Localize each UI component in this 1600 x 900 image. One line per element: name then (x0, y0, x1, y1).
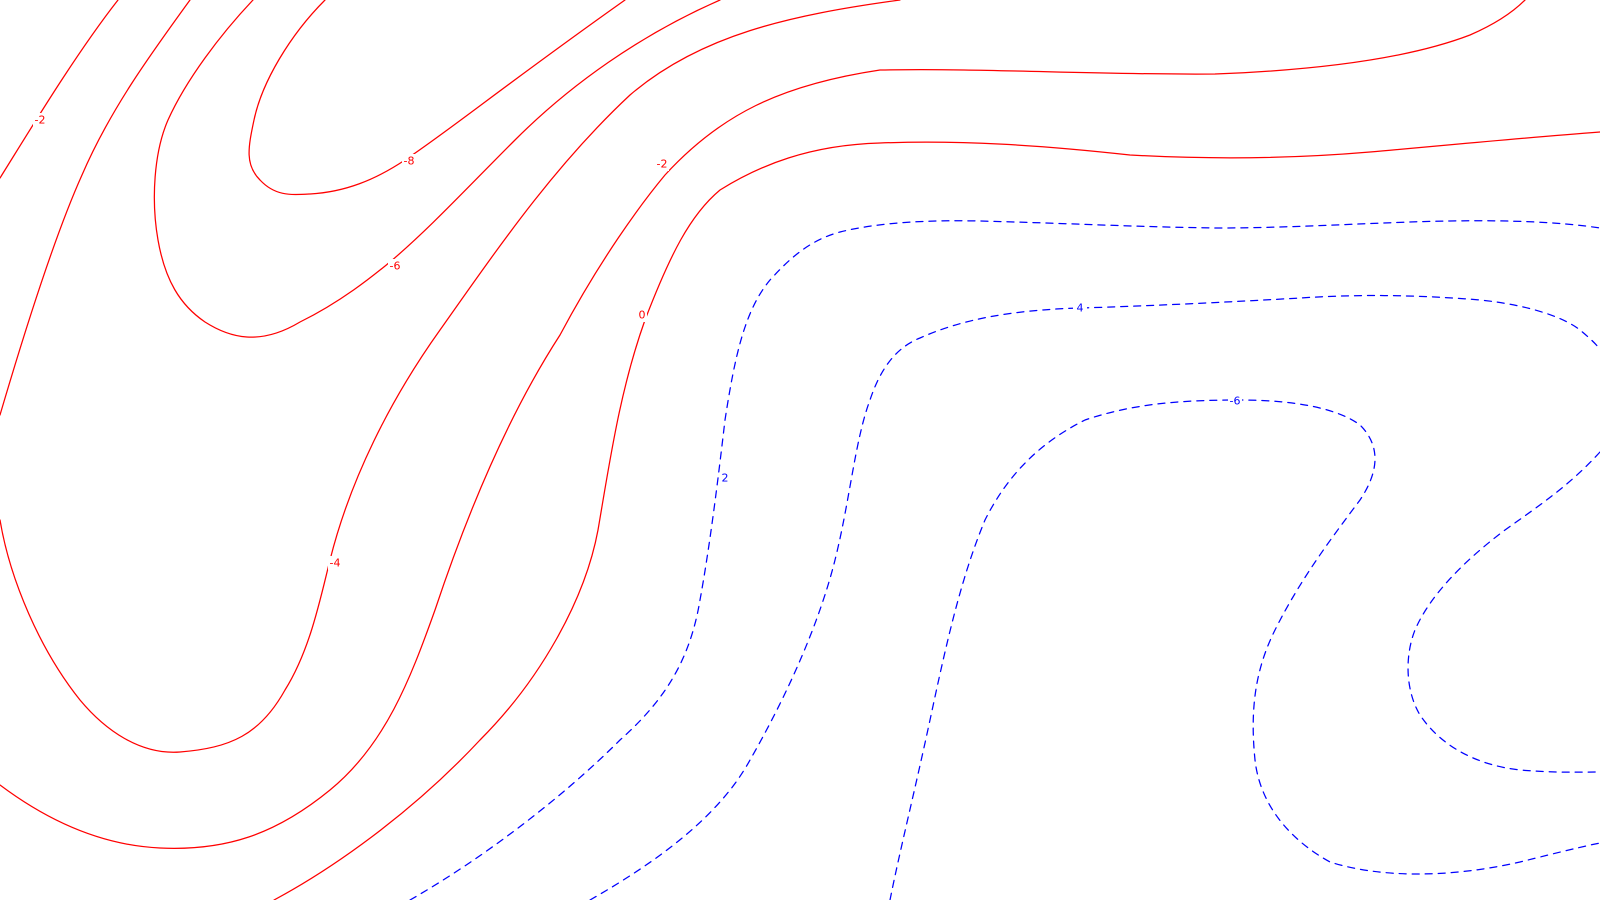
contour-line-neg-left (0, 0, 119, 179)
contour-labels: -2 -8 -2 -6 0 -4 4 -6 2 (33, 113, 1242, 570)
contour-line-minus2 (0, 0, 1526, 849)
contour-label: -6 (1230, 395, 1241, 408)
contour-label: -2 (35, 114, 46, 127)
contour-label: 2 (722, 472, 729, 485)
contour-line-neg-big-left (0, 0, 191, 416)
contour-line-plus2 (409, 220, 1600, 900)
contour-line-minus6 (153, 0, 721, 338)
contour-line-minus8 (248, 0, 626, 196)
contour-line-plus6 (889, 399, 1600, 900)
contour-line-plus4 (589, 294, 1600, 900)
contour-label: -8 (404, 155, 415, 168)
contour-line-zero (273, 131, 1600, 900)
contour-label: 4 (1077, 302, 1084, 315)
contour-label: -6 (390, 260, 401, 273)
contour-label: -2 (657, 158, 668, 171)
contour-label: 0 (639, 309, 646, 322)
contour-line-minus4 (0, 0, 901, 753)
contour-label: -4 (330, 557, 341, 570)
contour-line-plus6-right (1407, 451, 1600, 773)
